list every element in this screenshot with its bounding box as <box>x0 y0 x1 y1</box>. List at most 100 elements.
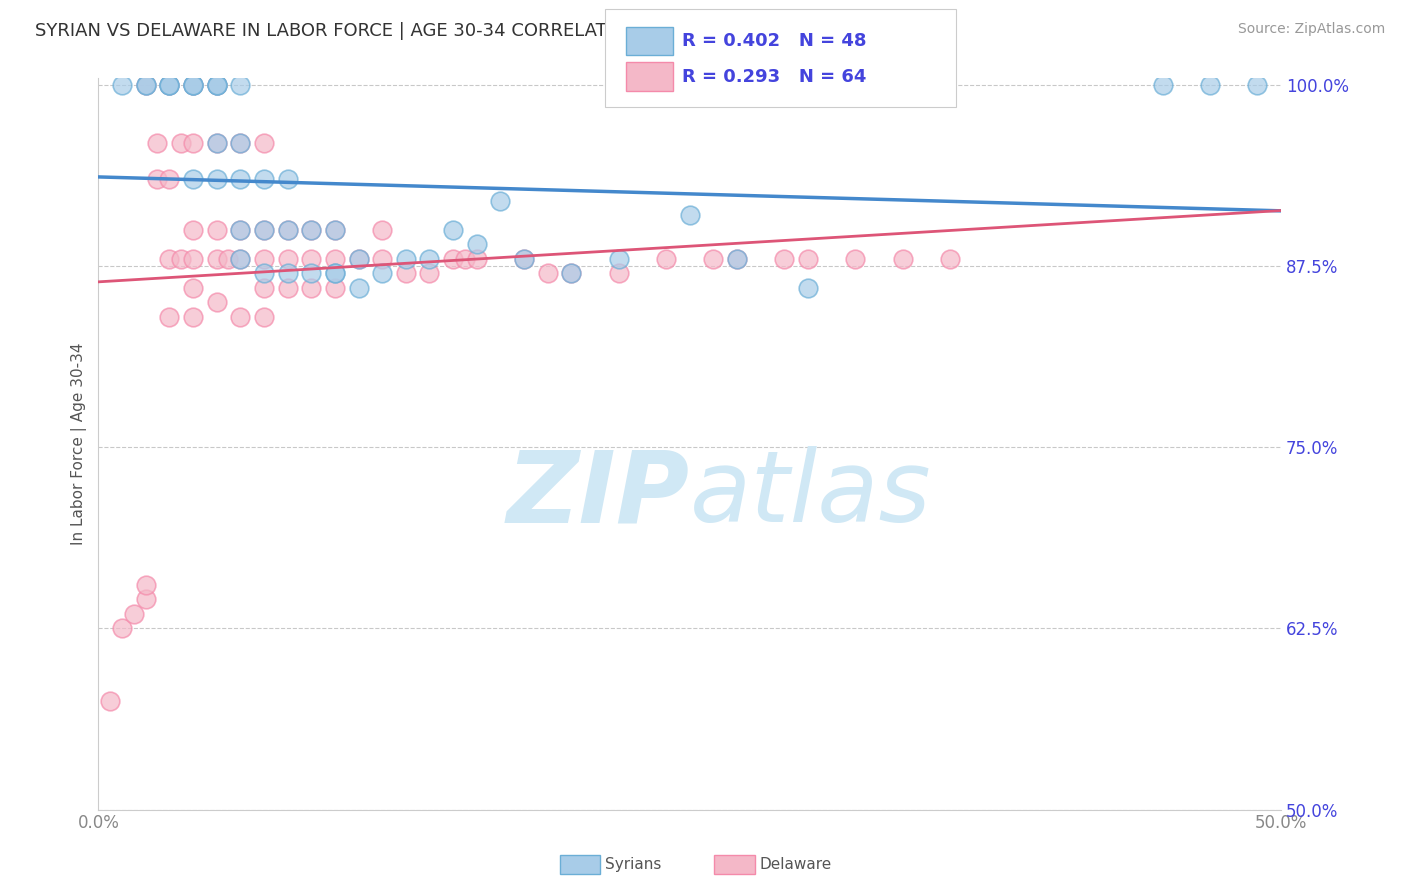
Point <box>146 172 169 186</box>
Point <box>135 78 157 92</box>
Point <box>157 78 180 92</box>
Point <box>205 172 228 186</box>
Point <box>441 223 464 237</box>
Point <box>323 252 346 266</box>
Point <box>418 252 440 266</box>
Point <box>418 266 440 280</box>
Text: R = 0.293   N = 64: R = 0.293 N = 64 <box>682 68 866 86</box>
Point <box>299 281 322 295</box>
Point <box>725 252 748 266</box>
Text: atlas: atlas <box>690 446 931 543</box>
Point <box>146 136 169 150</box>
Point <box>277 252 299 266</box>
Point <box>181 310 204 324</box>
Point <box>725 252 748 266</box>
Point <box>157 78 180 92</box>
Point <box>253 266 276 280</box>
Point <box>205 78 228 92</box>
Point <box>323 281 346 295</box>
Point <box>939 252 962 266</box>
Point <box>465 237 488 252</box>
Point <box>441 252 464 266</box>
Text: Source: ZipAtlas.com: Source: ZipAtlas.com <box>1237 22 1385 37</box>
Point <box>135 78 157 92</box>
Y-axis label: In Labor Force | Age 30-34: In Labor Force | Age 30-34 <box>72 343 87 545</box>
Point <box>229 136 252 150</box>
Point <box>513 252 536 266</box>
Point <box>371 223 394 237</box>
Point <box>157 172 180 186</box>
Point <box>797 252 820 266</box>
Point <box>277 281 299 295</box>
Point <box>205 223 228 237</box>
Point <box>347 281 370 295</box>
Point <box>277 266 299 280</box>
Point <box>1246 78 1268 92</box>
Point <box>347 252 370 266</box>
Point <box>560 266 582 280</box>
Point <box>181 136 204 150</box>
Point <box>205 78 228 92</box>
Point <box>323 266 346 280</box>
Point <box>229 252 252 266</box>
Point <box>347 252 370 266</box>
Point <box>679 208 702 222</box>
Point <box>1199 78 1222 92</box>
Point <box>229 78 252 92</box>
Point <box>170 252 193 266</box>
Point <box>205 78 228 92</box>
Point <box>229 136 252 150</box>
Point <box>181 172 204 186</box>
Point <box>181 78 204 92</box>
Point <box>513 252 536 266</box>
Point <box>111 78 134 92</box>
Point <box>655 252 678 266</box>
Point <box>181 78 204 92</box>
Point <box>844 252 866 266</box>
Point <box>395 252 418 266</box>
Point <box>489 194 512 208</box>
Point <box>111 621 134 635</box>
Point <box>371 266 394 280</box>
Point <box>253 223 276 237</box>
Point <box>135 78 157 92</box>
Point <box>371 252 394 266</box>
Point <box>773 252 796 266</box>
Point <box>157 78 180 92</box>
Point <box>253 310 276 324</box>
Point <box>253 223 276 237</box>
Point <box>299 223 322 237</box>
Point <box>217 252 239 266</box>
Point <box>205 136 228 150</box>
Point <box>323 266 346 280</box>
Text: Delaware: Delaware <box>759 857 831 871</box>
Point <box>299 266 322 280</box>
Point <box>181 223 204 237</box>
Point <box>607 266 630 280</box>
Point <box>157 78 180 92</box>
Point <box>205 78 228 92</box>
Point <box>205 252 228 266</box>
Point <box>181 281 204 295</box>
Point <box>454 252 477 266</box>
Point <box>205 136 228 150</box>
Point <box>395 266 418 280</box>
Point <box>323 223 346 237</box>
Point <box>229 223 252 237</box>
Point <box>122 607 145 621</box>
Point <box>277 223 299 237</box>
Point <box>181 78 204 92</box>
Point <box>181 252 204 266</box>
Point <box>253 172 276 186</box>
Point <box>1152 78 1174 92</box>
Point <box>299 252 322 266</box>
Point <box>323 223 346 237</box>
Point <box>253 252 276 266</box>
Point <box>537 266 560 280</box>
Point <box>157 252 180 266</box>
Point <box>181 78 204 92</box>
Point <box>229 223 252 237</box>
Point <box>170 136 193 150</box>
Text: ZIP: ZIP <box>506 446 690 543</box>
Point <box>229 252 252 266</box>
